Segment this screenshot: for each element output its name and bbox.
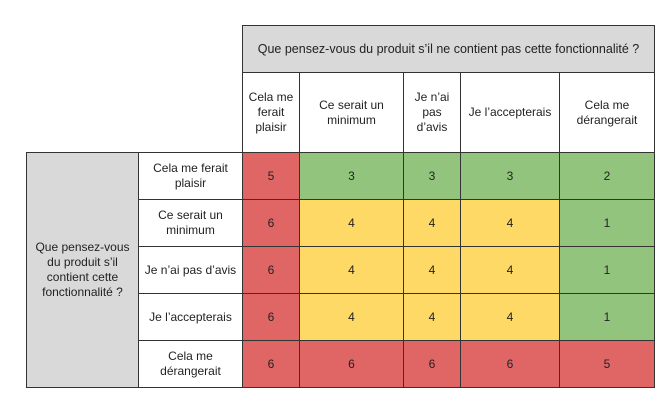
table-cell: 1 <box>559 293 655 341</box>
empty-corner <box>27 26 243 73</box>
table-cell: 4 <box>460 199 560 247</box>
column-header-accepterais: Je l’accepterais <box>460 72 560 153</box>
table-cell: 6 <box>242 340 300 388</box>
table-cell: 4 <box>299 246 404 294</box>
row-header-derangerait: Cela me dérangerait <box>138 340 243 388</box>
table-cell: 4 <box>460 293 560 341</box>
table-cell: 6 <box>403 340 461 388</box>
column-question-header: Que pensez-vous du produit s’il ne conti… <box>242 25 655 73</box>
table-cell: 4 <box>403 246 461 294</box>
table-cell: 4 <box>403 199 461 247</box>
row-header-pas-d-avis: Je n’ai pas d’avis <box>138 246 243 294</box>
table-cell: 5 <box>559 340 655 388</box>
column-header-derangerait: Cela me dérangerait <box>559 72 655 153</box>
table-cell: 1 <box>559 246 655 294</box>
table-cell: 1 <box>559 199 655 247</box>
row-question-header: Que pensez-vous du produit s’il contient… <box>26 152 139 388</box>
table-cell: 5 <box>242 152 300 200</box>
table-cell: 3 <box>403 152 461 200</box>
row-header-plaisir: Cela me ferait plaisir <box>138 152 243 200</box>
row-header-accepterais: Je l’accepterais <box>138 293 243 341</box>
column-header-pas-d-avis: Je n’ai pas d’avis <box>403 72 461 153</box>
table-cell: 6 <box>242 293 300 341</box>
table-cell: 6 <box>242 246 300 294</box>
table-cell: 6 <box>460 340 560 388</box>
table-cell: 4 <box>460 246 560 294</box>
table-cell: 4 <box>299 293 404 341</box>
table-cell: 3 <box>460 152 560 200</box>
row-header-minimum: Ce serait un minimum <box>138 199 243 247</box>
column-header-plaisir: Cela me ferait plaisir <box>242 72 300 153</box>
kano-evaluation-table: Que pensez-vous du produit s’il ne conti… <box>26 25 655 388</box>
column-header-minimum: Ce serait un minimum <box>299 72 404 153</box>
table-cell: 4 <box>403 293 461 341</box>
empty-corner-lower <box>27 73 243 153</box>
table-cell: 6 <box>242 199 300 247</box>
table-cell: 4 <box>299 199 404 247</box>
table-cell: 3 <box>299 152 404 200</box>
table-cell: 2 <box>559 152 655 200</box>
table-cell: 6 <box>299 340 404 388</box>
